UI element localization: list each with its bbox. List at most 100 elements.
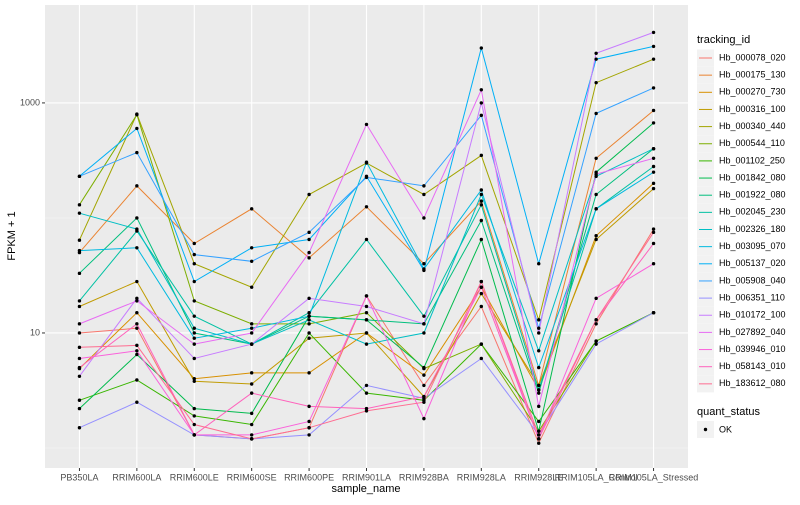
data-point	[594, 237, 598, 242]
data-point	[77, 304, 82, 309]
legend-label: Hb_000078_020	[719, 52, 786, 62]
data-point	[135, 184, 139, 188]
data-point	[77, 331, 82, 335]
x-axis-title: sample_name	[331, 483, 400, 495]
data-point	[479, 192, 484, 197]
data-point	[479, 88, 484, 92]
legend-label: Hb_000544_110	[719, 138, 785, 148]
data-point	[249, 437, 254, 441]
data-point	[135, 299, 139, 303]
data-point	[479, 218, 484, 223]
data-point	[135, 150, 139, 155]
data-point	[422, 268, 426, 273]
data-point	[479, 279, 484, 284]
data-point	[192, 414, 196, 418]
data-point	[537, 433, 541, 437]
data-point	[307, 331, 311, 335]
data-point	[651, 311, 656, 315]
data-point	[77, 238, 82, 242]
data-point	[422, 322, 426, 326]
data-point	[135, 112, 139, 117]
legend-label: Hb_000340_440	[719, 121, 786, 131]
data-point	[135, 343, 139, 348]
data-point	[422, 383, 426, 388]
legend-label: Hb_039946_010	[719, 344, 786, 354]
data-point	[307, 433, 311, 437]
data-point	[594, 80, 598, 85]
data-point	[479, 285, 484, 289]
x-tick-label: RRIM600SE	[227, 472, 277, 482]
legend-label: Hb_000175_130	[719, 70, 786, 80]
data-point	[192, 433, 196, 437]
legend-label: Hb_001842_080	[719, 172, 786, 182]
data-point	[479, 199, 484, 203]
data-point	[594, 172, 598, 176]
data-point	[77, 365, 82, 370]
data-point	[594, 339, 598, 343]
data-point	[537, 262, 541, 266]
data-point	[651, 30, 656, 35]
data-point	[249, 433, 254, 437]
data-point	[364, 331, 369, 335]
x-tick-label: RRIM901LA	[342, 472, 391, 482]
data-point	[479, 203, 484, 207]
y-tick-label: 1000	[20, 97, 40, 107]
data-point	[192, 299, 196, 303]
data-point	[537, 365, 541, 370]
data-point	[249, 371, 254, 375]
data-point	[651, 170, 656, 174]
data-point	[537, 441, 541, 445]
data-point	[594, 192, 598, 197]
data-point	[651, 44, 656, 49]
data-point	[77, 271, 82, 276]
data-point	[364, 175, 369, 180]
data-point	[307, 314, 311, 318]
legend-point	[703, 427, 708, 432]
data-point	[594, 207, 598, 211]
data-point	[537, 349, 541, 353]
data-point	[594, 318, 598, 322]
data-point	[479, 188, 484, 192]
legend-title: tracking_id	[697, 34, 750, 46]
data-point	[249, 342, 254, 346]
data-point	[135, 326, 139, 330]
x-tick-label: RRIM600PE	[284, 472, 334, 482]
data-point	[192, 336, 196, 340]
data-point	[594, 156, 598, 160]
data-point	[651, 57, 656, 61]
data-point	[77, 398, 82, 402]
data-point	[594, 234, 598, 238]
data-point	[192, 406, 196, 411]
data-point	[364, 391, 369, 395]
data-point	[135, 349, 139, 353]
data-point	[479, 304, 484, 309]
legend-label: OK	[719, 424, 732, 434]
data-point	[594, 111, 598, 116]
data-point	[364, 205, 369, 209]
data-point	[594, 296, 598, 301]
legend-label: Hb_003095_070	[719, 241, 786, 251]
data-point	[307, 419, 311, 424]
data-point	[307, 311, 311, 315]
data-point	[479, 342, 484, 346]
data-point	[422, 184, 426, 188]
data-point	[192, 262, 196, 266]
data-point	[307, 296, 311, 301]
data-point	[594, 322, 598, 326]
data-point	[422, 262, 426, 266]
data-point	[192, 326, 196, 330]
legend-label: Hb_006351_110	[719, 292, 785, 302]
data-point	[479, 46, 484, 50]
data-point	[307, 322, 311, 326]
data-point	[479, 153, 484, 158]
data-point	[77, 406, 82, 411]
data-point	[537, 331, 541, 335]
data-point	[651, 230, 656, 235]
data-point	[249, 391, 254, 395]
data-point	[192, 377, 196, 381]
data-point	[651, 164, 656, 169]
data-point	[307, 426, 311, 430]
data-point	[249, 382, 254, 386]
x-tick-label: RRIM928LA	[457, 472, 506, 482]
